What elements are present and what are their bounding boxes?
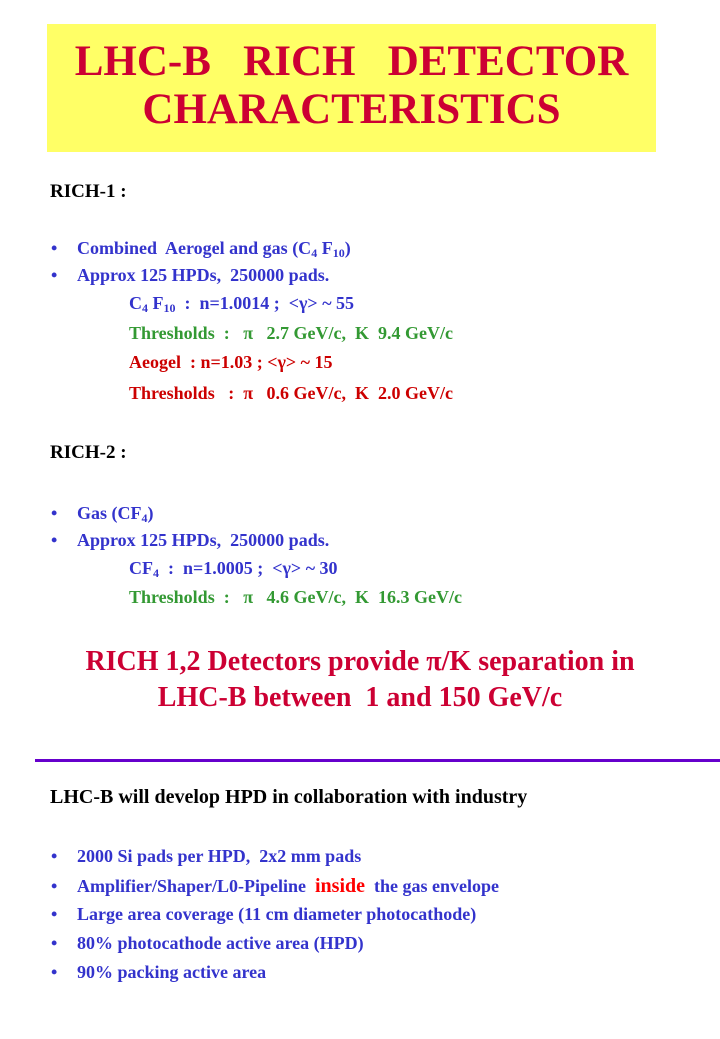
detail: Thresholds : π 4.6 GeV/c, K 16.3 GeV/c bbox=[129, 585, 462, 609]
bullet: 2000 Si pads per HPD, 2x2 mm pads bbox=[51, 844, 362, 868]
text-run: Thresholds : π 2.7 GeV/c, K 9.4 GeV/c bbox=[129, 323, 454, 343]
text-run: Approx 125 HPDs, 250000 pads. bbox=[77, 265, 330, 285]
bullet: 90% packing active area bbox=[51, 960, 267, 984]
text-run: Approx 125 HPDs, 250000 pads. bbox=[77, 530, 330, 550]
text-run: Large area coverage (11 cm diameter phot… bbox=[77, 904, 477, 924]
text-run: Thresholds : π 4.6 GeV/c, K 16.3 GeV/c bbox=[129, 587, 463, 607]
bullet: Combined Aerogel and gas (C4 F10) bbox=[51, 236, 351, 260]
subscript: 4 bbox=[153, 566, 159, 580]
title: LHC-B RICH DETECTOR bbox=[74, 38, 629, 85]
text-run: Thresholds : π 0.6 GeV/c, K 2.0 GeV/c bbox=[129, 383, 454, 403]
bullet: Approx 125 HPDs, 250000 pads. bbox=[51, 263, 330, 287]
text-run: Aeogel : n=1.03 ; <γ> ~ 15 bbox=[129, 352, 333, 372]
text-run: Gas (CF bbox=[77, 503, 142, 523]
subscript: 4 bbox=[142, 301, 148, 315]
text-run: ) bbox=[344, 238, 351, 258]
text-run: ) bbox=[147, 503, 154, 523]
subscript: 10 bbox=[332, 246, 345, 260]
section-heading: RICH-2 : bbox=[50, 442, 127, 463]
section-heading: LHC-B will develop HPD in collaboration … bbox=[50, 786, 528, 808]
subscript: 4 bbox=[141, 511, 148, 525]
emphasis: inside bbox=[315, 875, 366, 897]
title-box bbox=[47, 24, 656, 152]
text-run: 80% photocathode active area (HPD) bbox=[77, 933, 364, 953]
bullet: Amplifier/Shaper/L0-Pipeline inside the … bbox=[51, 874, 500, 898]
text-run: the gas envelope bbox=[365, 876, 500, 896]
detail: C4 F10 : n=1.0014 ; <γ> ~ 55 bbox=[129, 291, 354, 315]
text-run: F bbox=[148, 293, 164, 313]
subscript: 4 bbox=[311, 246, 318, 260]
bullet: 80% photocathode active area (HPD) bbox=[51, 931, 364, 955]
text-run: : n=1.0014 ; <γ> ~ 55 bbox=[175, 293, 355, 313]
text-run: C bbox=[129, 293, 142, 313]
detail: Thresholds : π 0.6 GeV/c, K 2.0 GeV/c bbox=[129, 381, 453, 405]
detail: Aeogel : n=1.03 ; <γ> ~ 15 bbox=[129, 350, 333, 374]
text-run: 90% packing active area bbox=[77, 962, 267, 982]
divider bbox=[35, 759, 720, 762]
detail: Thresholds : π 2.7 GeV/c, K 9.4 GeV/c bbox=[129, 321, 453, 345]
summary: RICH 1,2 Detectors provide π/K separatio… bbox=[85, 646, 635, 677]
bullet: Large area coverage (11 cm diameter phot… bbox=[51, 902, 477, 926]
text-run: Amplifier/Shaper/L0-Pipeline bbox=[77, 876, 315, 896]
text-run: CF bbox=[129, 558, 153, 578]
text-run: 2000 Si pads per HPD, 2x2 mm pads bbox=[77, 846, 362, 866]
section-heading: RICH-1 : bbox=[50, 181, 127, 202]
bullet: Gas (CF4) bbox=[51, 501, 154, 525]
text-run: : n=1.0005 ; <γ> ~ 30 bbox=[159, 558, 338, 578]
text-run: Combined Aerogel and gas (C bbox=[77, 238, 312, 258]
bullet: Approx 125 HPDs, 250000 pads. bbox=[51, 528, 330, 552]
title: CHARACTERISTICS bbox=[142, 86, 561, 133]
text-run: F bbox=[317, 238, 333, 258]
detail: CF4 : n=1.0005 ; <γ> ~ 30 bbox=[129, 556, 338, 580]
subscript: 10 bbox=[163, 301, 176, 315]
summary: LHC-B between 1 and 150 GeV/c bbox=[157, 682, 563, 713]
